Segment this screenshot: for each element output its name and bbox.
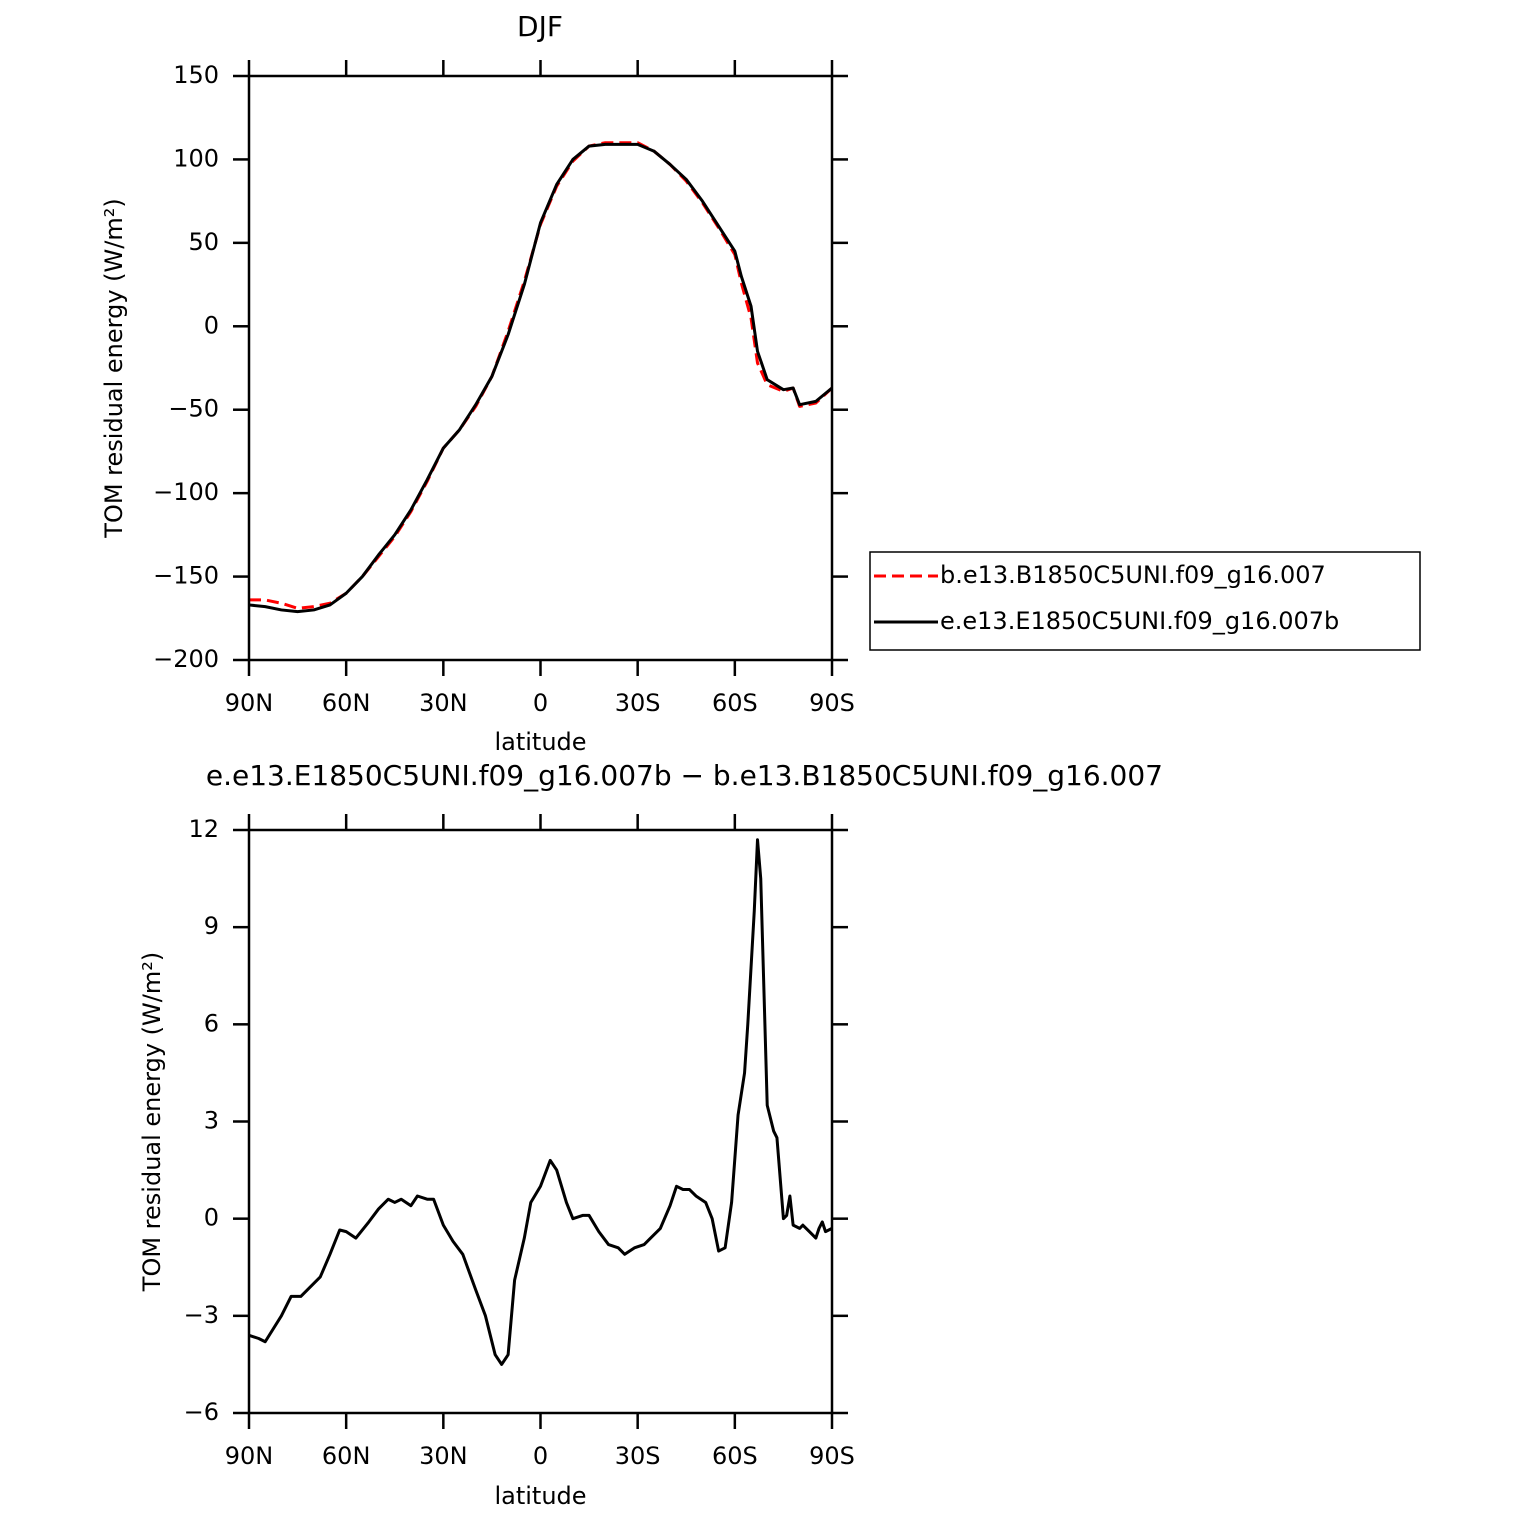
x-tick-label: 30N: [419, 689, 468, 717]
y-tick-label: −150: [153, 562, 219, 590]
y-axis-label: TOM residual energy (W/m²): [138, 952, 166, 1292]
legend-label: e.e13.E1850C5UNI.f09_g16.007b: [940, 607, 1339, 635]
y-tick-label: −100: [153, 478, 219, 506]
x-tick-label: 90S: [809, 1442, 855, 1470]
legend-label: b.e13.B1850C5UNI.f09_g16.007: [940, 561, 1326, 589]
plot-frame: [247, 828, 834, 1415]
x-tick-label: 60N: [322, 689, 371, 717]
y-axis-label: TOM residual energy (W/m²): [100, 198, 128, 538]
x-tick-label: 30S: [615, 689, 661, 717]
y-tick-label: −50: [168, 395, 219, 423]
y-tick-label: 150: [173, 61, 219, 89]
x-tick-label: 90N: [225, 689, 274, 717]
x-tick-label: 90N: [225, 1442, 274, 1470]
x-tick-label: 60S: [712, 689, 758, 717]
x-tick-label: 60S: [712, 1442, 758, 1470]
x-axis-label: latitude: [494, 1482, 586, 1510]
x-tick-label: 0: [533, 1442, 548, 1470]
plot-frame: [247, 74, 834, 662]
y-tick-label: 3: [204, 1107, 219, 1135]
x-axis-label: latitude: [494, 728, 586, 756]
y-tick-label: 50: [188, 228, 219, 256]
y-tick-label: 100: [173, 144, 219, 172]
x-tick-label: 30N: [419, 1442, 468, 1470]
data-line: [248, 142, 833, 614]
x-tick-label: 30S: [615, 1442, 661, 1470]
y-tick-label: −6: [184, 1398, 219, 1426]
data-line: [249, 141, 834, 610]
chart-title: e.e13.E1850C5UNI.f09_g16.007b − b.e13.B1…: [206, 759, 1163, 792]
y-tick-label: 9: [204, 912, 219, 940]
x-tick-label: 90S: [809, 689, 855, 717]
y-tick-label: 6: [204, 1009, 219, 1037]
y-tick-label: 0: [204, 311, 219, 339]
x-tick-label: 0: [533, 689, 548, 717]
legend-box: [869, 551, 1421, 651]
y-tick-label: 12: [188, 815, 219, 843]
x-tick-label: 60N: [322, 1442, 371, 1470]
y-tick-label: −200: [153, 645, 219, 673]
chart-title: DJF: [517, 10, 563, 43]
y-tick-label: 0: [204, 1204, 219, 1232]
data-line: [248, 838, 833, 1366]
y-tick-label: −3: [184, 1301, 219, 1329]
